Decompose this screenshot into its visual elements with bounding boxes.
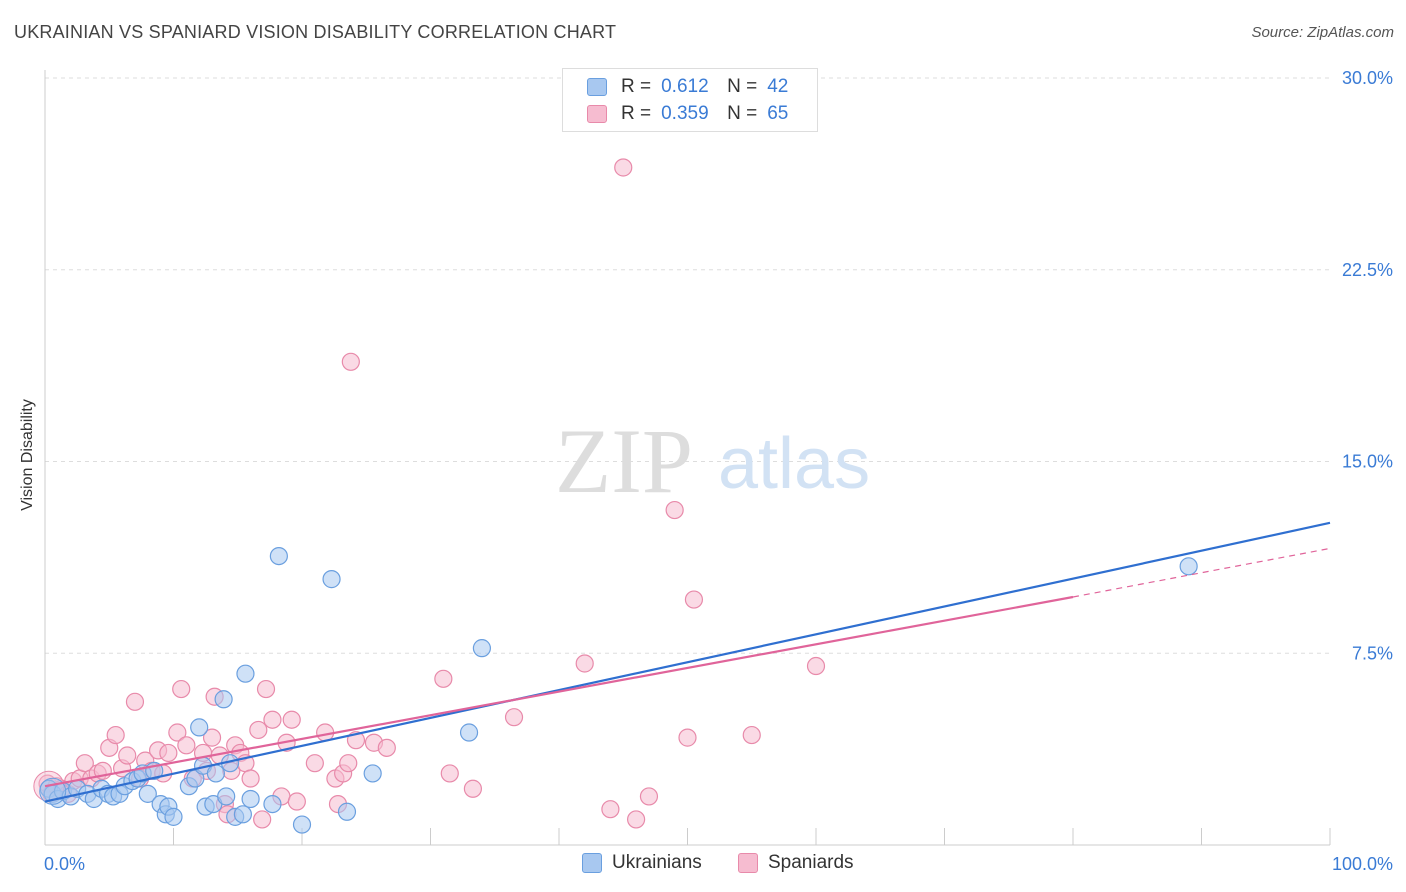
spaniards-point — [282, 710, 301, 729]
legend-item-spaniards: Spaniards — [738, 852, 854, 874]
x-tick-label: 0.0% — [44, 854, 85, 874]
spaniards-point — [168, 723, 187, 742]
spaniards-point — [159, 743, 178, 763]
spaniards-point — [287, 792, 306, 811]
spaniards-point — [305, 754, 324, 773]
spaniards-swatch — [587, 105, 607, 123]
spaniards-point — [440, 764, 459, 783]
ukrainians-trend-line — [44, 521, 1331, 803]
ukrainians-point — [190, 718, 209, 737]
spaniards-point — [341, 352, 360, 371]
y-tick-label: 30.0% — [1342, 68, 1393, 88]
r-label: R = — [621, 103, 652, 124]
spaniards-point — [806, 656, 826, 676]
spaniards-trend-extension — [1072, 547, 1331, 598]
ukrainians-swatch — [587, 78, 607, 96]
spaniards-point — [575, 654, 594, 673]
legend-row-ukrainians: R = 0.612 N = 42 — [587, 75, 788, 99]
spaniards-point — [678, 728, 697, 747]
spaniards-point — [75, 754, 94, 773]
ukrainians-point — [269, 546, 288, 566]
spaniards-point — [241, 769, 260, 788]
spaniards-point — [118, 746, 137, 765]
spaniards-point — [377, 738, 396, 757]
x-tick-label: 100.0% — [1332, 854, 1393, 874]
spaniards-point — [177, 736, 196, 755]
spaniards-point — [665, 500, 684, 520]
spaniards-point — [504, 708, 524, 727]
stats-legend: R = 0.612 N = 42 R = 0.359 N = 65 — [562, 68, 818, 132]
trend-lines — [44, 521, 1331, 803]
grid-lines — [45, 77, 1330, 654]
ukrainians-point — [138, 784, 157, 803]
ukrainians-point — [337, 802, 357, 821]
spaniards-point — [434, 669, 453, 688]
spaniards-point — [253, 810, 272, 829]
r-value: 0.612 — [661, 76, 709, 97]
spaniards-trend-line — [44, 595, 1074, 788]
y-tick-label: 22.5% — [1342, 260, 1393, 280]
spaniards-point — [626, 810, 646, 829]
n-label: N = — [727, 103, 758, 124]
ukrainians-point — [459, 723, 479, 742]
ukrainians-swatch — [582, 853, 602, 873]
ukrainians-point — [233, 805, 252, 824]
ukrainians-point — [322, 570, 341, 589]
spaniards-point — [684, 590, 704, 609]
ukrainians-point — [363, 764, 382, 783]
ukrainians-point — [214, 690, 233, 709]
y-tick-label: 15.0% — [1342, 452, 1393, 472]
spaniards-point — [601, 800, 620, 819]
r-label: R = — [621, 76, 652, 97]
spaniards-point — [339, 754, 358, 773]
spaniards-point — [463, 779, 483, 798]
n-label: N = — [727, 76, 758, 97]
legend-item-ukrainians: Ukrainians — [582, 852, 702, 874]
spaniards-point — [106, 725, 125, 745]
spaniards-swatch — [738, 853, 758, 873]
legend-row-spaniards: R = 0.359 N = 65 — [587, 102, 788, 126]
ukrainians-point — [241, 789, 260, 809]
y-tick-label: 7.5% — [1352, 643, 1393, 663]
spaniards-point — [172, 679, 191, 699]
watermark-zip: ZIP — [555, 410, 693, 512]
ukrainians-point — [236, 664, 255, 683]
spaniards-point — [202, 728, 222, 747]
tick-labels: 7.5% 15.0% 22.5% 30.0% 0.0% 100.0% — [44, 68, 1393, 874]
spaniards-point — [263, 710, 282, 729]
source-note: Source: ZipAtlas.com — [1251, 24, 1394, 41]
n-value: 42 — [767, 76, 789, 97]
spaniards-point — [249, 720, 268, 740]
ukrainians-point — [164, 807, 183, 826]
chart-title: UKRAINIAN VS SPANIARD VISION DISABILITY … — [14, 22, 617, 42]
n-value: 65 — [767, 103, 789, 124]
ukrainians-point — [1179, 557, 1198, 576]
series-legend: Ukrainians Spaniards — [0, 852, 1406, 878]
watermark: ZIP atlas — [555, 410, 870, 512]
legend-label-spaniards: Spaniards — [768, 852, 854, 873]
ukrainians-point — [217, 787, 236, 806]
ukrainians-point — [472, 639, 491, 658]
spaniards-point — [125, 692, 145, 711]
spaniards-point — [639, 787, 659, 806]
spaniards-point — [614, 158, 633, 177]
spaniards-point — [256, 679, 276, 699]
ukrainians-point — [292, 815, 312, 834]
spaniards-point — [742, 725, 761, 745]
ukrainians-point — [206, 764, 226, 783]
spaniards-points — [33, 158, 826, 829]
legend-label-ukrainians: Ukrainians — [612, 852, 702, 873]
watermark-atlas: atlas — [718, 424, 870, 504]
ukrainians-point — [263, 794, 282, 814]
r-value: 0.359 — [661, 103, 709, 124]
